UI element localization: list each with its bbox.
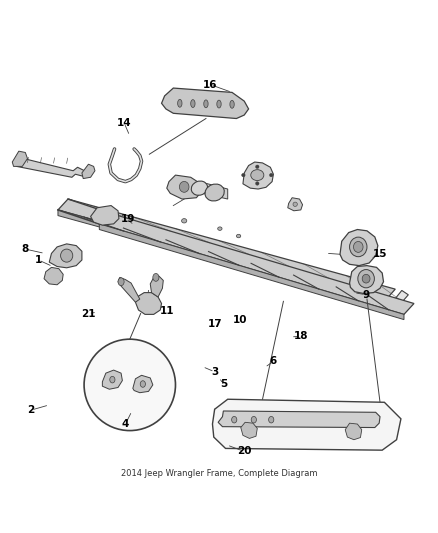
Text: 1: 1 <box>35 255 42 265</box>
Polygon shape <box>15 157 86 177</box>
Ellipse shape <box>191 181 208 195</box>
Ellipse shape <box>191 100 195 108</box>
Polygon shape <box>102 370 122 389</box>
Circle shape <box>84 339 176 431</box>
Text: 20: 20 <box>237 447 251 456</box>
Circle shape <box>242 173 245 177</box>
Ellipse shape <box>230 100 234 108</box>
Ellipse shape <box>353 241 363 252</box>
Ellipse shape <box>293 202 297 206</box>
Polygon shape <box>99 224 404 320</box>
Ellipse shape <box>153 273 159 281</box>
Text: 2: 2 <box>27 405 35 415</box>
Polygon shape <box>91 206 119 225</box>
Polygon shape <box>199 182 228 199</box>
Ellipse shape <box>268 416 274 423</box>
Polygon shape <box>135 293 162 314</box>
Circle shape <box>255 165 259 168</box>
Polygon shape <box>58 210 385 305</box>
Polygon shape <box>350 265 384 294</box>
Polygon shape <box>340 230 378 265</box>
Polygon shape <box>162 88 249 118</box>
Ellipse shape <box>362 274 370 283</box>
Text: 3: 3 <box>211 367 218 377</box>
Ellipse shape <box>205 184 224 201</box>
Text: 15: 15 <box>373 249 387 260</box>
Polygon shape <box>243 162 273 189</box>
Polygon shape <box>288 198 303 211</box>
Polygon shape <box>150 276 163 297</box>
Ellipse shape <box>251 169 264 181</box>
Text: 4: 4 <box>122 419 129 429</box>
Text: 11: 11 <box>159 306 174 316</box>
Text: 6: 6 <box>270 357 277 366</box>
Polygon shape <box>212 399 401 450</box>
Ellipse shape <box>182 219 187 223</box>
Text: 16: 16 <box>203 79 218 90</box>
Ellipse shape <box>232 416 237 423</box>
Circle shape <box>269 173 273 177</box>
Text: 17: 17 <box>207 319 222 329</box>
Circle shape <box>255 182 259 185</box>
Text: 18: 18 <box>293 331 308 341</box>
Text: 21: 21 <box>81 309 95 319</box>
Ellipse shape <box>217 100 221 108</box>
Polygon shape <box>58 199 395 301</box>
Ellipse shape <box>118 278 124 286</box>
Polygon shape <box>167 175 201 199</box>
Polygon shape <box>12 151 28 166</box>
Ellipse shape <box>178 99 182 107</box>
Text: 14: 14 <box>117 118 131 128</box>
Ellipse shape <box>180 181 189 192</box>
Text: 8: 8 <box>22 244 29 254</box>
Text: 2014 Jeep Wrangler Frame, Complete Diagram: 2014 Jeep Wrangler Frame, Complete Diagr… <box>121 469 317 478</box>
Text: 19: 19 <box>120 214 135 224</box>
Polygon shape <box>49 244 82 268</box>
Polygon shape <box>218 411 380 427</box>
Polygon shape <box>60 199 408 305</box>
Ellipse shape <box>350 237 367 257</box>
Ellipse shape <box>251 416 256 423</box>
Ellipse shape <box>110 376 115 383</box>
Polygon shape <box>345 423 362 440</box>
Ellipse shape <box>237 235 241 238</box>
Polygon shape <box>44 268 63 285</box>
Ellipse shape <box>60 249 73 262</box>
Polygon shape <box>99 213 414 314</box>
Polygon shape <box>241 422 257 439</box>
Polygon shape <box>133 375 153 393</box>
Ellipse shape <box>218 227 222 230</box>
Text: 9: 9 <box>363 290 370 300</box>
Ellipse shape <box>358 270 374 288</box>
Ellipse shape <box>204 100 208 108</box>
Text: 5: 5 <box>220 379 227 389</box>
Ellipse shape <box>140 381 145 387</box>
Polygon shape <box>118 277 140 302</box>
Polygon shape <box>82 164 95 179</box>
Text: 10: 10 <box>233 314 247 325</box>
